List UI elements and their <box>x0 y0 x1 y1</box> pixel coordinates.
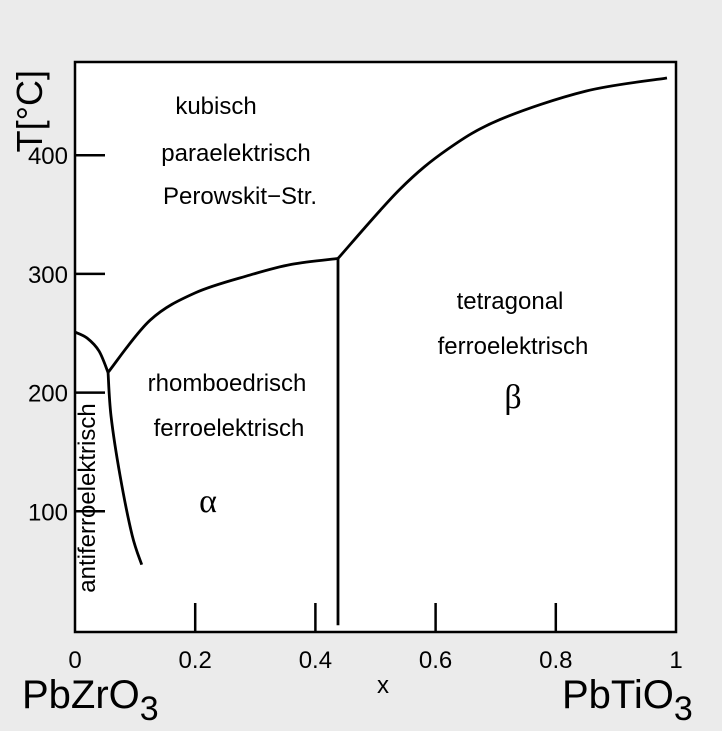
y-axis-label: T[°C] <box>9 70 50 152</box>
annotation-tetragonal: tetragonal <box>457 288 564 315</box>
y-tick-label: 300 <box>28 262 68 289</box>
annotation-paraelektrisch: paraelektrisch <box>161 140 310 167</box>
annotation-beta: β <box>504 379 521 416</box>
x-tick-label: 0 <box>68 647 81 674</box>
right-compound-label: PbTiO3 <box>562 673 693 728</box>
annotation-alpha: α <box>199 483 217 520</box>
annotation-kubisch: kubisch <box>175 93 256 120</box>
x-axis-label: x <box>377 672 389 699</box>
left-compound-label: PbZrO3 <box>22 673 159 728</box>
y-tick-label: 200 <box>28 381 68 408</box>
x-tick-label: 0.8 <box>539 647 572 674</box>
annotation-ferroelektrisch-beta: ferroelektrisch <box>438 333 589 360</box>
x-tick-label: 0.4 <box>299 647 332 674</box>
phase-boundary-line <box>106 372 144 566</box>
annotation-ferroelektrisch-alpha: ferroelektrisch <box>154 415 305 442</box>
annotation-perowskit: Perowskit−Str. <box>163 183 317 210</box>
phase-boundary-line <box>74 330 110 373</box>
x-tick-label: 1 <box>669 647 682 674</box>
phase-boundary-line <box>106 257 339 374</box>
y-tick-label: 100 <box>28 499 68 526</box>
plot-area <box>73 60 678 634</box>
annotation-antiferroelektrisch: antiferroelektrisch <box>74 403 101 592</box>
annotation-rhomboedrisch: rhomboedrisch <box>148 370 307 397</box>
phase-boundary-line <box>336 76 668 260</box>
x-tick-label: 0.6 <box>419 647 452 674</box>
x-tick-label: 0.2 <box>179 647 212 674</box>
y-tick-label: 400 <box>28 143 68 170</box>
